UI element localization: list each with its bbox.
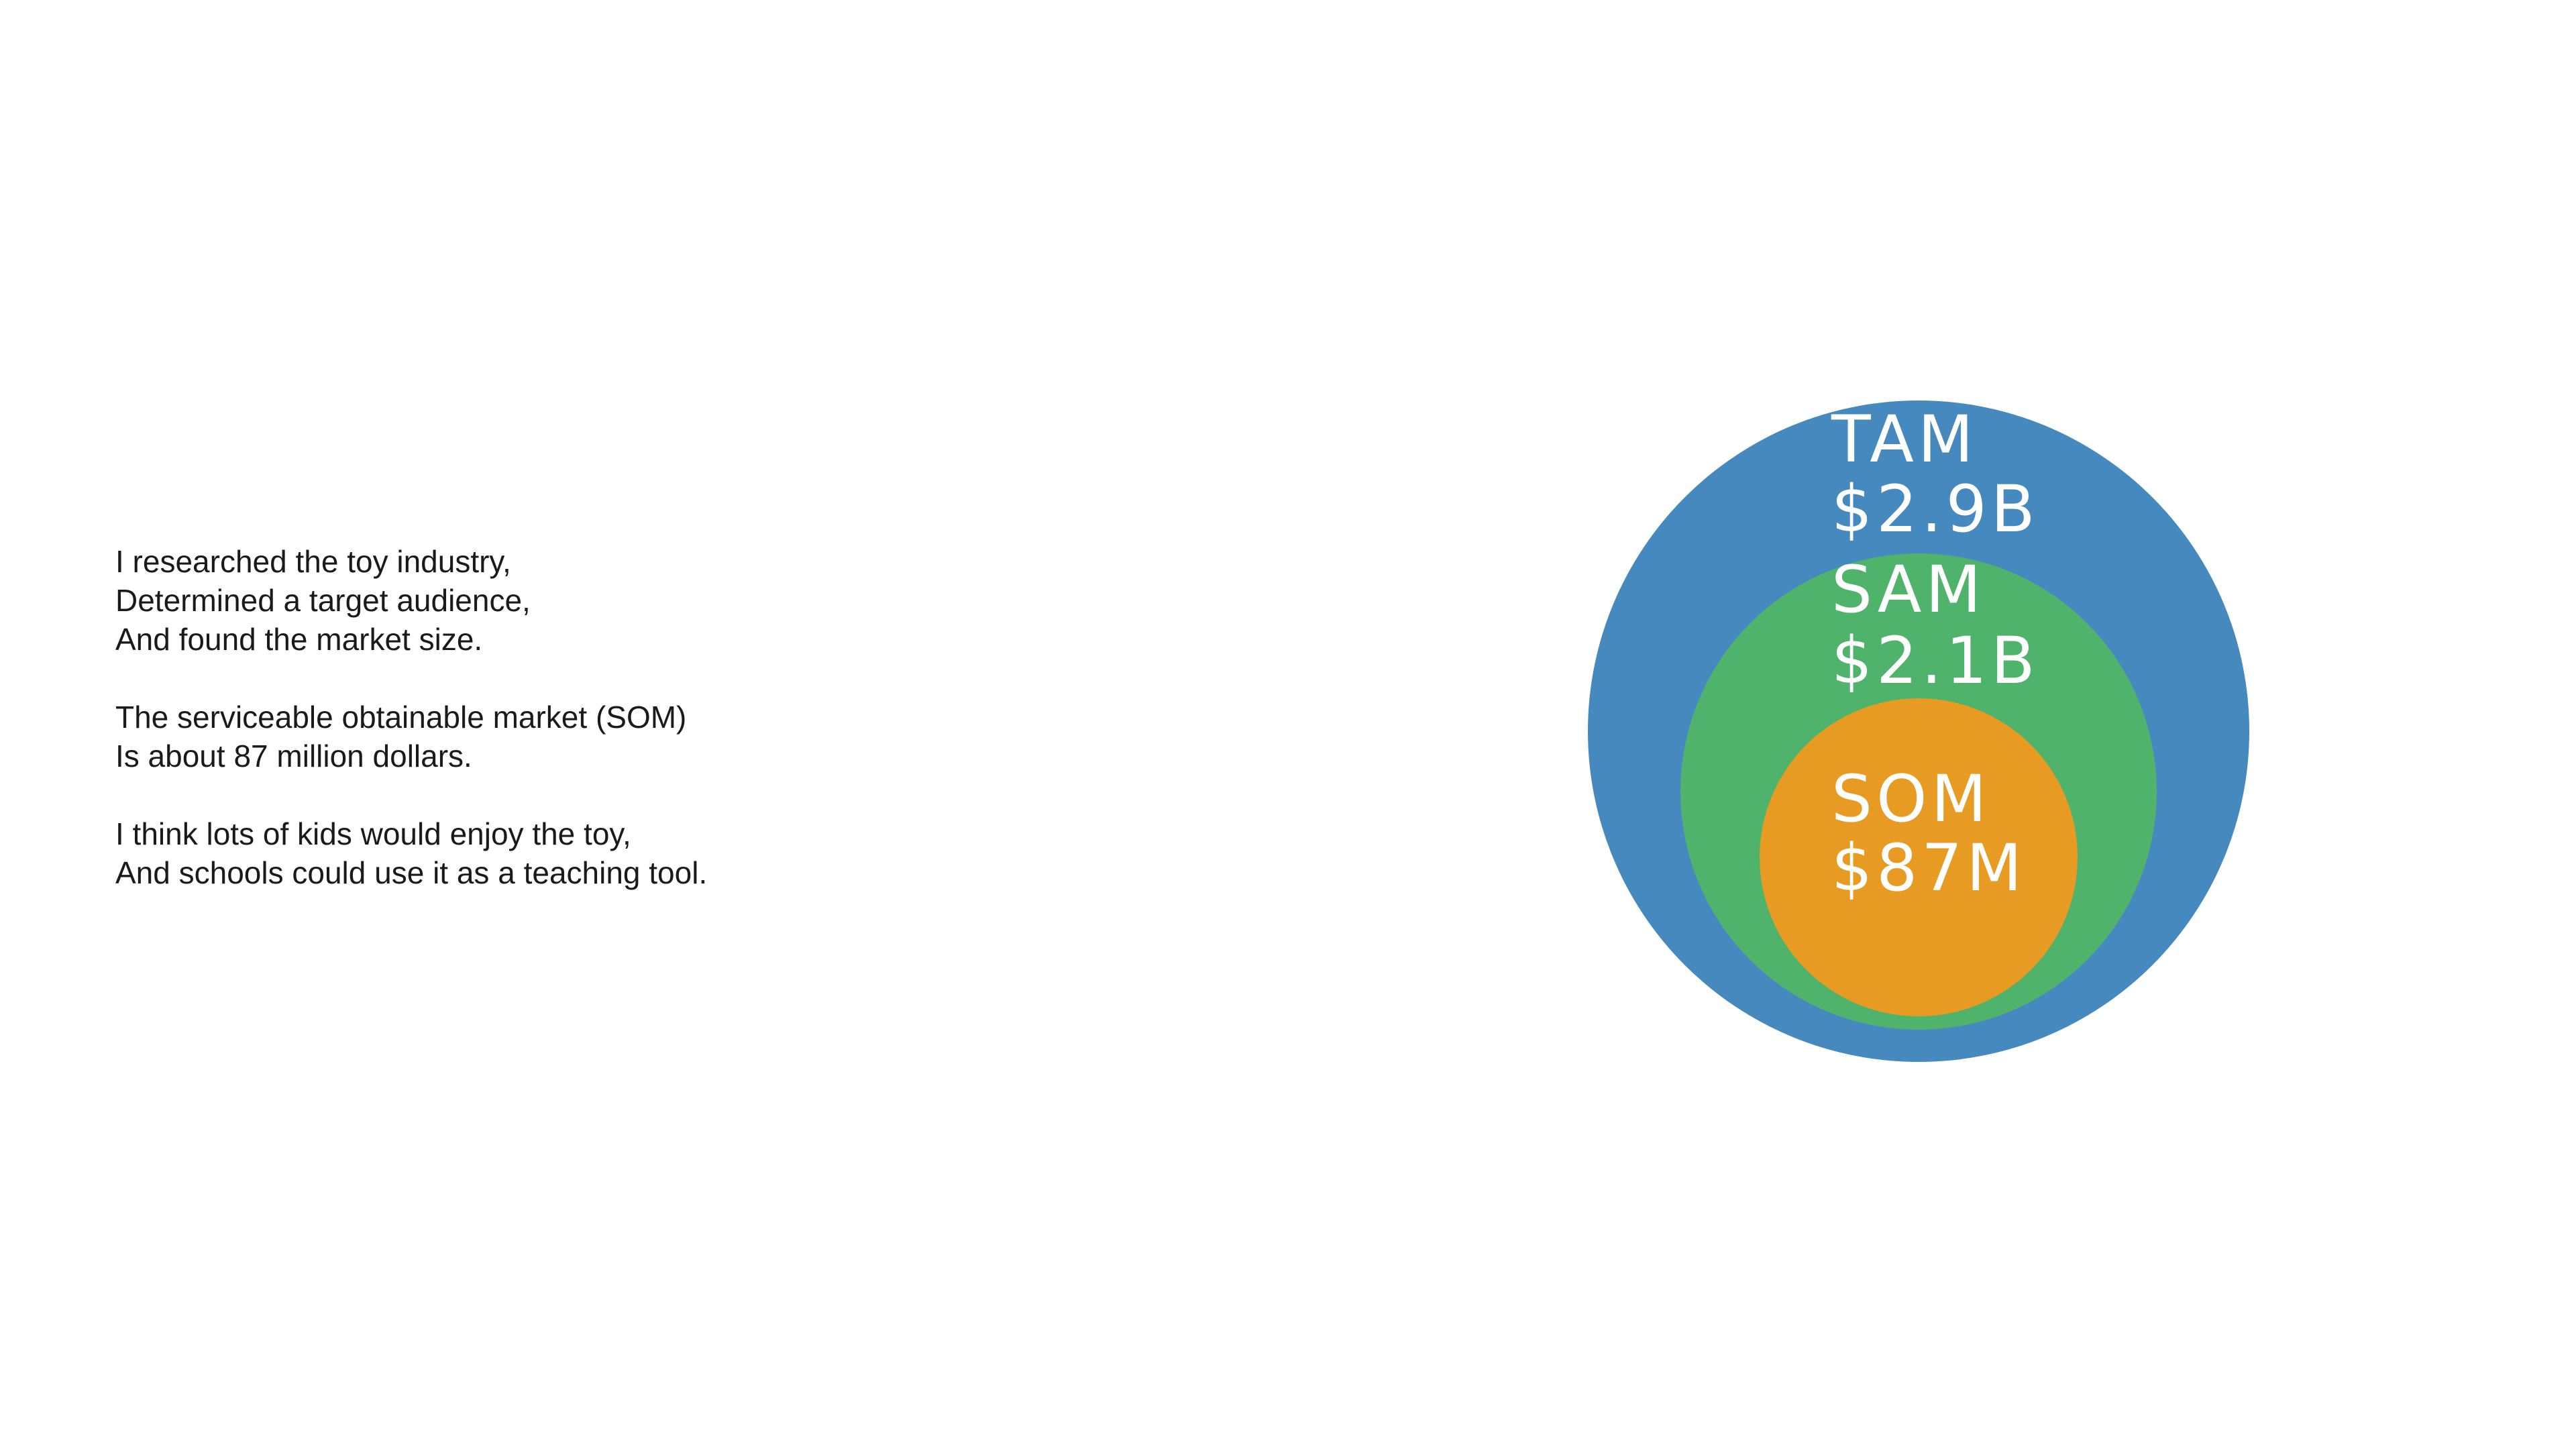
sam-name-label: SAM bbox=[1831, 552, 1985, 627]
sam-value-label: $2.1B bbox=[1831, 623, 2039, 698]
text-line: Determined a target audience, bbox=[115, 583, 531, 618]
market-circles: TAM $2.9B SAM $2.1B SOM $87M bbox=[1588, 400, 2249, 1062]
text-line: Is about 87 million dollars. bbox=[115, 739, 472, 773]
paragraph-research: I researched the toy industry, Determine… bbox=[115, 542, 987, 659]
text-line: The serviceable obtainable market (SOM) bbox=[115, 700, 687, 735]
som-name-label: SOM bbox=[1831, 761, 1990, 837]
som-value-label: $87M bbox=[1831, 830, 2026, 906]
paragraph-som: The serviceable obtainable market (SOM) … bbox=[115, 698, 987, 775]
text-line: I think lots of kids would enjoy the toy… bbox=[115, 816, 631, 851]
text-line: I researched the toy industry, bbox=[115, 544, 511, 579]
tam-value-label: $2.9B bbox=[1831, 472, 2039, 547]
market-size-diagram: TAM $2.9B SAM $2.1B SOM $87M bbox=[1583, 396, 2254, 1067]
paragraph-audience: I think lots of kids would enjoy the toy… bbox=[115, 814, 987, 892]
tam-name-label: TAM bbox=[1831, 402, 1978, 477]
text-line: And found the market size. bbox=[115, 622, 483, 657]
text-line: And schools could use it as a teaching t… bbox=[115, 855, 708, 890]
slide-text: I researched the toy industry, Determine… bbox=[115, 542, 987, 931]
som-circle bbox=[1760, 698, 2078, 1016]
